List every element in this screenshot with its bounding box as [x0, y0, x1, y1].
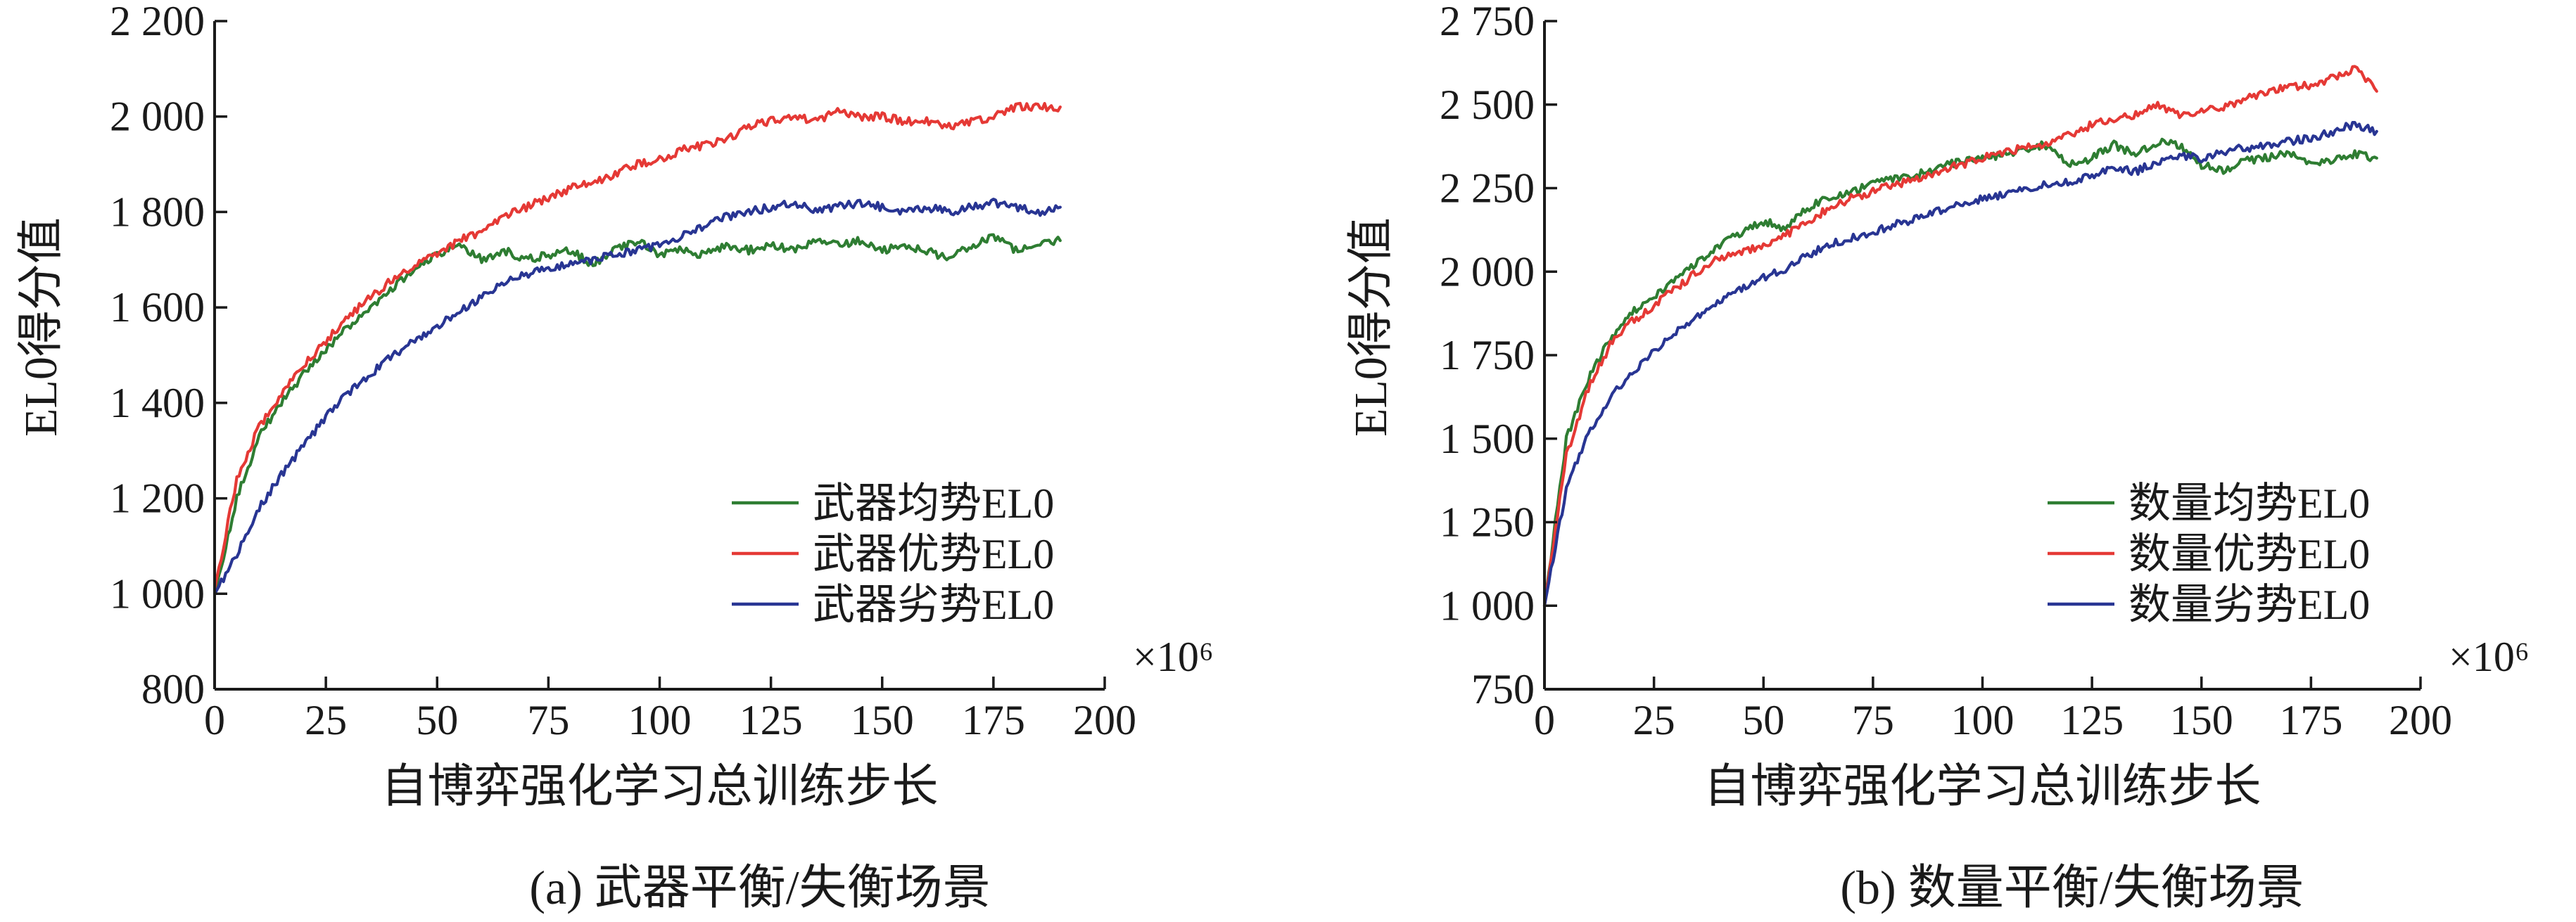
legend-label: 数量均势EL0: [2128, 480, 2370, 527]
y-tick-label: 2 200: [110, 0, 205, 44]
x-tick-label: 0: [1534, 697, 1555, 743]
y-tick-label: 2 500: [1440, 82, 1535, 128]
chart-caption: (b) 数量平衡/失衡场景: [1840, 861, 2304, 914]
series-line: [1542, 65, 2378, 608]
y-tick-label: 1 000: [110, 570, 205, 617]
series-line: [212, 198, 1062, 596]
x-axis-label: 自博弈强化学习总训练步长: [381, 761, 939, 812]
y-tick-label: 1 250: [1440, 499, 1535, 546]
y-axis-label: EL0得分值: [1345, 217, 1397, 437]
y-tick-label: 1 400: [110, 380, 205, 426]
x-tick-label: 75: [527, 697, 569, 743]
x-tick-label: 150: [2170, 697, 2233, 743]
x-tick-label: 25: [305, 697, 347, 743]
x-tick-label: 175: [962, 697, 1025, 743]
x-tick-label: 125: [2060, 697, 2124, 743]
y-tick-label: 1 200: [110, 475, 205, 522]
series-line: [212, 233, 1062, 596]
x-axis-multiplier: ×10⁶: [2449, 634, 2530, 680]
legend-label: 数量优势EL0: [2128, 531, 2370, 577]
y-tick-label: 1 600: [110, 284, 205, 331]
x-tick-label: 100: [628, 697, 692, 743]
x-tick-label: 125: [740, 697, 803, 743]
x-tick-label: 75: [1852, 697, 1894, 743]
y-tick-label: 800: [141, 666, 205, 712]
chart-panel-a: 0 25 50 75 100 125 150 175 200 800 1 000 1 200 1 40…: [15, 0, 1214, 914]
x-tick-label: 175: [2279, 697, 2342, 743]
x-axis-label: 自博弈强化学习总训练步长: [1704, 761, 2261, 812]
x-tick-label: 200: [2389, 697, 2452, 743]
chart-panel-b: 0 25 50 75 100 125 150 175 200 750 1 000 1 250 1 50…: [1345, 0, 2530, 914]
x-tick-label: 50: [416, 697, 458, 743]
y-tick-label: 1 750: [1440, 332, 1535, 378]
x-tick-label: 150: [851, 697, 914, 743]
x-tick-label: 0: [204, 697, 225, 743]
series-line: [1542, 121, 2378, 608]
y-tick-label: 2 000: [110, 94, 205, 140]
x-tick-label: 100: [1951, 697, 2015, 743]
y-tick-label: 2 000: [1440, 248, 1535, 295]
y-tick-label: 1 500: [1440, 416, 1535, 462]
x-tick-label: 50: [1742, 697, 1784, 743]
x-tick-label: 200: [1073, 697, 1136, 743]
y-tick-label: 2 750: [1440, 0, 1535, 44]
y-tick-label: 750: [1471, 666, 1535, 712]
y-axis-label: EL0得分值: [15, 217, 67, 437]
y-tick-label: 2 250: [1440, 165, 1535, 212]
y-tick-label: 1 000: [1440, 582, 1535, 629]
legend-label: 数量劣势EL0: [2128, 582, 2370, 628]
legend-label: 武器劣势EL0: [813, 582, 1054, 628]
x-axis-multiplier: ×10⁶: [1133, 634, 1214, 680]
y-tick-label: 1 800: [110, 188, 205, 235]
x-tick-label: 25: [1633, 697, 1675, 743]
chart-caption: (a) 武器平衡/失衡场景: [529, 861, 990, 914]
legend-label: 武器优势EL0: [813, 531, 1054, 577]
legend-label: 武器均势EL0: [813, 480, 1054, 527]
series-line: [212, 101, 1062, 591]
